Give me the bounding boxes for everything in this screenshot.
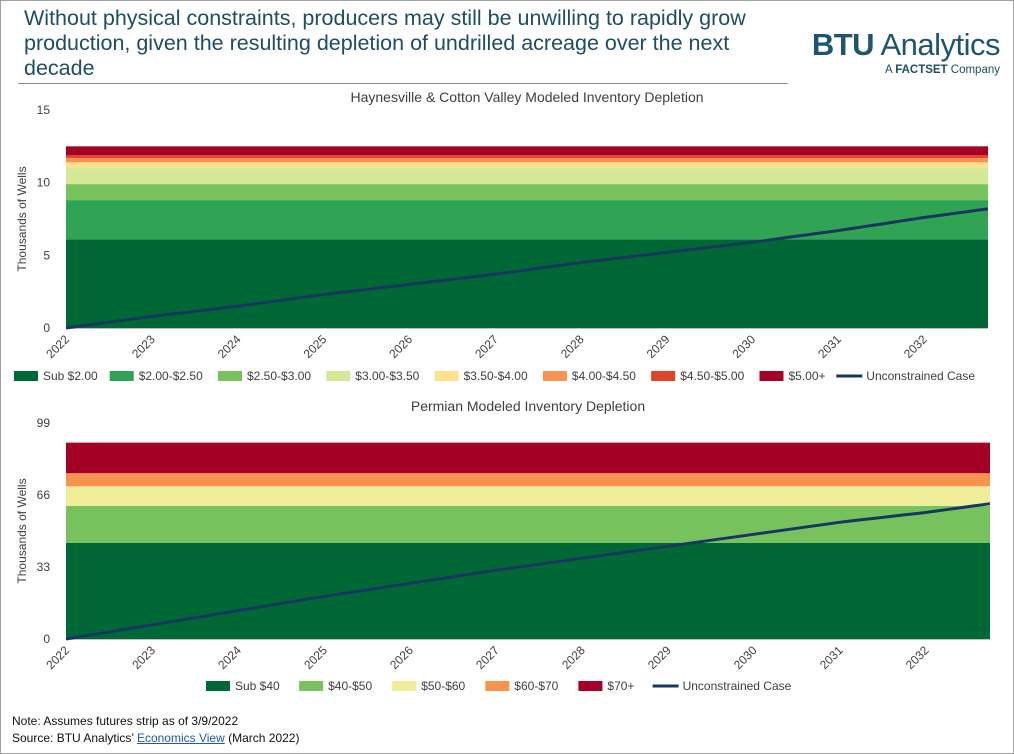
y-tick-label: 5	[43, 248, 50, 262]
legend-label: $60-$70	[514, 679, 558, 693]
legend-label: $4.50-$5.00	[680, 369, 744, 383]
y-tick-label: 10	[37, 176, 51, 190]
legend-swatch	[485, 681, 510, 691]
band-1	[66, 200, 988, 240]
unconstrained-case-line	[65, 502, 991, 641]
slide-headline: Without physical constraints, producers …	[24, 6, 746, 80]
legend-swatch	[759, 371, 784, 381]
brand-logo: BTU Analytics A FACTSET Company	[800, 27, 1001, 77]
legend-label: $2.50-$3.00	[247, 369, 311, 383]
legend-item: $3.50-$4.00	[434, 369, 528, 383]
y-tick-label: 33	[37, 560, 51, 574]
band-0	[66, 543, 990, 639]
legend-item: $2.50-$3.00	[218, 369, 311, 383]
unconstrained-case-line	[65, 207, 989, 330]
legend-swatch	[218, 371, 242, 381]
band-4	[66, 162, 988, 169]
x-tick-label: 2029	[645, 643, 674, 672]
legend-label: $3.00-$3.50	[355, 369, 419, 383]
legend-swatch	[109, 371, 134, 381]
x-tick-label: 2030	[731, 643, 760, 672]
economics-view-link[interactable]: Economics View	[136, 731, 225, 745]
legend-item: $3.00-$3.50	[326, 369, 420, 383]
x-tick-label: 2031	[817, 643, 846, 672]
band-5	[66, 157, 988, 163]
x-tick-label: 2024	[215, 643, 244, 672]
y-tick-label: 66	[37, 488, 51, 502]
x-tick-label: 2023	[129, 643, 158, 672]
legend-label: $70+	[607, 679, 634, 693]
band-2	[66, 486, 990, 506]
y-tick-label: 15	[37, 103, 51, 117]
x-tick-label: 2026	[387, 643, 416, 672]
legend-swatch	[651, 371, 676, 381]
legend-item: $4.50-$5.00	[651, 369, 745, 383]
legend-item: Sub $2.00	[14, 369, 98, 383]
legend-swatch	[326, 371, 351, 381]
band-3	[66, 168, 988, 185]
chart-title: Haynesville & Cotton Valley Modeled Inve…	[350, 89, 703, 105]
x-tick-label: 2032	[903, 643, 932, 672]
band-7	[66, 146, 988, 156]
legend-swatch	[206, 681, 230, 691]
chart-2: Permian Modeled Inventory Depletion 0 33 66…	[15, 398, 991, 693]
band-4	[66, 442, 990, 474]
footnote-note: Note: Assumes futures strip as of 3/9/20…	[12, 714, 239, 728]
legend-label: $5.00+	[789, 369, 826, 383]
legend-swatch	[299, 681, 324, 691]
legend-label: $4.00-$4.50	[572, 369, 636, 383]
legend-label: $3.50-$4.00	[464, 369, 528, 383]
legend-swatch	[14, 371, 38, 381]
brand-name: BTU Analytics	[811, 27, 1001, 62]
x-tick-label: 2028	[559, 643, 588, 672]
band-6	[66, 155, 988, 158]
chart-title: Permian Modeled Inventory Depletion	[411, 398, 645, 414]
footnote-source: Source: BTU Analytics’ Economics View (M…	[12, 731, 300, 745]
y-axis-label: Thousands of Wells	[15, 166, 29, 271]
x-tick-label: 2027	[473, 643, 502, 672]
legend-swatch	[578, 681, 603, 691]
band-3	[66, 473, 990, 487]
y-axis-label: Thousands of Wells	[15, 478, 29, 583]
legend-item: Unconstrained Case	[652, 679, 792, 693]
x-tick-label: 2025	[301, 643, 330, 672]
legend-label: Unconstrained Case	[866, 369, 975, 383]
legend-label: Sub $40	[235, 679, 280, 693]
legend-item: $40-$50	[299, 679, 372, 693]
y-tick-label: 0	[43, 321, 50, 335]
legend-item: Unconstrained Case	[836, 369, 975, 383]
legend-label: Unconstrained Case	[683, 679, 792, 693]
y-tick-label: 0	[43, 632, 50, 646]
x-tick-label: 2022	[43, 643, 72, 672]
legend-swatch	[434, 371, 459, 381]
legend-item: Sub $40	[206, 679, 280, 693]
legend-item: $2.00-$2.50	[109, 369, 203, 383]
legend-swatch	[392, 681, 417, 691]
legend-item: $70+	[578, 679, 634, 693]
legend-label: $40-$50	[328, 679, 372, 693]
legend-item: $4.00-$4.50	[542, 369, 636, 383]
legend-item: $50-$60	[392, 679, 466, 693]
legend-label: Sub $2.00	[43, 369, 98, 383]
brand-subtitle: A FACTSET Company	[884, 64, 1000, 76]
legend-item: $5.00+	[759, 369, 826, 383]
footnotes: Note: Assumes futures strip as of 3/9/20…	[12, 713, 299, 747]
legend-label: $2.00-$2.50	[139, 369, 203, 383]
headline-rule	[18, 83, 788, 84]
legend-item: $60-$70	[485, 679, 559, 693]
band-0	[66, 239, 988, 328]
band-2	[66, 184, 988, 201]
chart-1: Haynesville & Cotton Valley Modeled Inve…	[14, 89, 989, 383]
y-tick-label: 99	[37, 416, 51, 430]
legend-swatch	[542, 371, 567, 381]
legend-label: $50-$60	[421, 679, 465, 693]
band-1	[66, 505, 990, 543]
